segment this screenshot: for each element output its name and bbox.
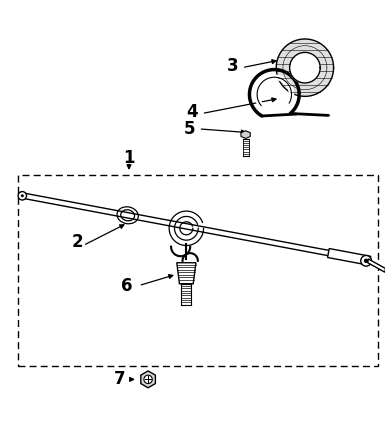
Polygon shape [289, 52, 320, 83]
Circle shape [21, 195, 23, 197]
Text: 7: 7 [114, 370, 125, 389]
Text: 1: 1 [123, 149, 135, 167]
Polygon shape [327, 248, 371, 265]
Polygon shape [368, 259, 386, 272]
Polygon shape [141, 371, 155, 388]
Circle shape [361, 256, 371, 266]
Polygon shape [177, 263, 196, 284]
Polygon shape [241, 131, 250, 138]
Polygon shape [23, 193, 371, 263]
Text: 5: 5 [183, 120, 195, 138]
Circle shape [365, 259, 367, 262]
Circle shape [18, 192, 26, 200]
Text: 6: 6 [121, 276, 133, 295]
Bar [18, 175, 378, 366]
Text: 4: 4 [186, 103, 198, 121]
Circle shape [144, 375, 152, 383]
Text: 2: 2 [71, 233, 83, 250]
Polygon shape [276, 39, 334, 96]
Text: 3: 3 [227, 57, 238, 75]
